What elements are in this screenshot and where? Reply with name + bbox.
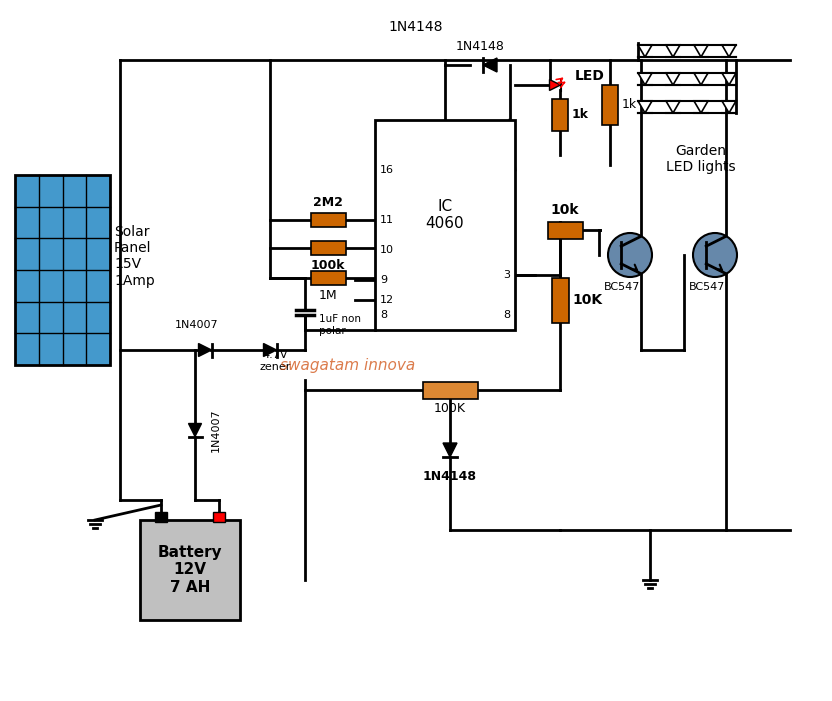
Text: 1k: 1k	[572, 109, 589, 121]
Polygon shape	[483, 58, 497, 72]
Text: 10k: 10k	[551, 203, 579, 217]
Text: BC547: BC547	[689, 282, 726, 292]
Circle shape	[693, 233, 737, 277]
Polygon shape	[666, 45, 680, 57]
Text: 16: 16	[380, 165, 394, 175]
Bar	[140, 520, 240, 620]
Text: 12: 12	[380, 295, 394, 305]
Text: 10: 10	[380, 245, 394, 255]
Polygon shape	[264, 343, 276, 357]
Polygon shape	[722, 73, 736, 85]
Text: 11: 11	[380, 215, 394, 225]
Text: 8: 8	[380, 310, 387, 320]
Text: 1N4148: 1N4148	[389, 20, 443, 34]
Text: BC547: BC547	[604, 282, 640, 292]
Polygon shape	[638, 73, 652, 85]
Bar	[155, 512, 167, 522]
Text: 1N4148: 1N4148	[456, 40, 504, 53]
Polygon shape	[443, 443, 457, 457]
Text: Garden
LED lights: Garden LED lights	[666, 144, 735, 175]
Text: Battery
12V
7 AH: Battery 12V 7 AH	[158, 545, 222, 595]
Polygon shape	[694, 73, 708, 85]
Text: 100k: 100k	[310, 259, 345, 272]
Bar	[423, 381, 478, 398]
Polygon shape	[638, 45, 652, 57]
Text: 1uF non
polar: 1uF non polar	[319, 314, 361, 336]
Text: 1N4007: 1N4007	[176, 320, 219, 330]
Polygon shape	[722, 45, 736, 57]
Text: swagatam innova: swagatam innova	[280, 358, 415, 373]
Polygon shape	[199, 343, 211, 357]
Bar	[213, 512, 225, 522]
Text: 1k: 1k	[622, 99, 637, 111]
Polygon shape	[666, 101, 680, 113]
Text: Solar
Panel
15V
1Amp: Solar Panel 15V 1Amp	[114, 225, 155, 287]
Text: 100K: 100K	[434, 402, 466, 416]
Bar	[547, 222, 582, 238]
Text: 8: 8	[503, 310, 510, 320]
Text: IC
4060: IC 4060	[426, 199, 464, 231]
Text: 1N4148: 1N4148	[423, 470, 477, 483]
Text: 4.7V
zener: 4.7V zener	[260, 350, 290, 372]
Bar	[602, 85, 618, 125]
Polygon shape	[722, 101, 736, 113]
Text: 10K: 10K	[572, 293, 602, 307]
Bar	[310, 271, 345, 285]
Polygon shape	[189, 423, 201, 437]
Text: 1M: 1M	[319, 289, 337, 302]
Polygon shape	[694, 45, 708, 57]
Text: 9: 9	[380, 275, 387, 285]
Polygon shape	[638, 101, 652, 113]
Circle shape	[608, 233, 652, 277]
Bar	[310, 241, 345, 255]
Text: 1N4007: 1N4007	[211, 408, 221, 452]
Bar	[15, 175, 110, 365]
Text: 3: 3	[503, 270, 510, 280]
Polygon shape	[694, 101, 708, 113]
Bar	[375, 120, 515, 330]
Text: 2M2: 2M2	[313, 196, 343, 209]
Bar	[552, 99, 568, 131]
Polygon shape	[549, 79, 561, 90]
Bar	[552, 278, 568, 322]
Polygon shape	[666, 73, 680, 85]
Bar	[310, 213, 345, 227]
Text: LED: LED	[575, 69, 605, 83]
